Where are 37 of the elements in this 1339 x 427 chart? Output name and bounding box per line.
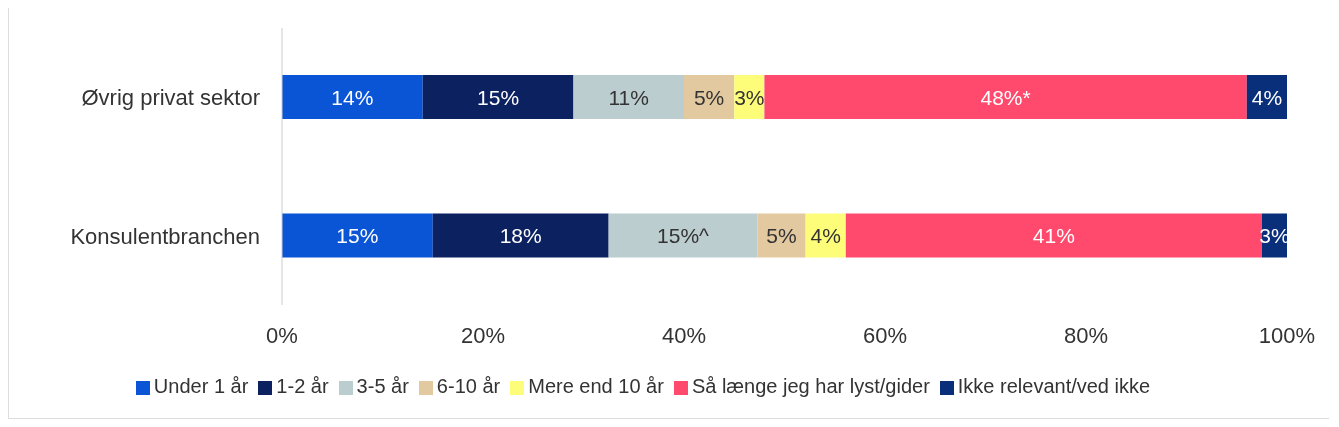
legend-label: Mere end 10 år — [528, 375, 664, 397]
bar — [432, 213, 609, 258]
data-label: 4% — [1251, 85, 1283, 109]
data-label: 15% — [336, 224, 379, 248]
data-label: 3% — [734, 85, 765, 109]
legend-label: Under 1 år — [153, 375, 249, 397]
bar — [764, 75, 1247, 120]
data-label: 15%^ — [657, 224, 710, 248]
data-label: 4% — [810, 224, 841, 248]
data-label: 5% — [766, 224, 797, 248]
data-label: 5% — [693, 85, 725, 109]
legend-label: 3-5 år — [356, 375, 409, 397]
bar — [422, 75, 574, 120]
x-tick-label: 60% — [862, 322, 908, 348]
x-tick-label: 20% — [460, 322, 506, 348]
bar — [282, 213, 433, 258]
x-tick-label: 40% — [661, 322, 707, 348]
x-tick-label: 100% — [1258, 322, 1316, 348]
data-label: 48%* — [980, 85, 1031, 109]
data-label: 14% — [331, 85, 374, 109]
bar — [608, 213, 758, 258]
legend-label: Så længe jeg har lyst/gider — [691, 375, 930, 397]
bar — [282, 75, 423, 120]
legend-label: Ikke relevant/ved ikke — [957, 375, 1151, 397]
data-label: 41% — [1032, 224, 1075, 248]
x-tick-label: 0% — [266, 322, 298, 348]
data-label: 18% — [499, 224, 542, 248]
bar — [757, 213, 806, 258]
y-tick-label: Øvrig privat sektor — [81, 85, 260, 111]
bar — [573, 75, 684, 120]
x-tick-label: 80% — [1063, 322, 1109, 348]
legend-label: 6-10 år — [436, 375, 501, 397]
legend-label: 1-2 år — [276, 375, 329, 397]
bar — [845, 213, 1262, 258]
y-tick-label: Konsulentbranchen — [70, 223, 260, 249]
data-label: 11% — [608, 85, 649, 109]
data-label: 15% — [477, 85, 520, 109]
